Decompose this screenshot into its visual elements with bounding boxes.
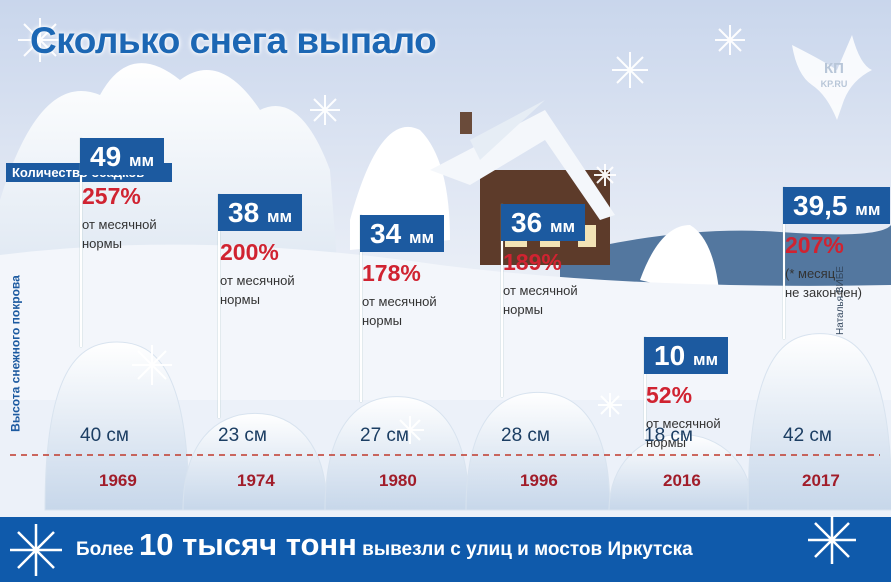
precip-unit: мм	[408, 227, 435, 247]
logo-text: КП	[824, 60, 844, 77]
bottom-highlight: 10 тысяч тонн	[139, 527, 357, 562]
precip-flag-1980: 34 мм	[360, 214, 445, 252]
snowflake-icon	[715, 25, 745, 55]
percent-note-1969: от месячной нормы	[82, 215, 157, 253]
percent-note-1974: от месячной нормы	[220, 271, 295, 309]
percent-note-line: от месячной	[646, 416, 721, 431]
precip-unit: мм	[549, 217, 576, 237]
precip-unit: мм	[692, 350, 719, 369]
precip-unit: мм	[855, 199, 881, 219]
percent-label-1980: 178%	[362, 259, 421, 286]
precip-value: 10	[654, 340, 693, 371]
snow-hill-1974	[182, 412, 328, 511]
percent-note-line: не закончен)	[785, 284, 862, 300]
precip-value: 38	[228, 197, 267, 229]
page-title: Сколько снега выпало	[30, 20, 437, 61]
flag-pole-1996	[501, 204, 503, 398]
precip-value: 34	[370, 217, 409, 249]
precip-unit: мм	[266, 207, 293, 227]
snowflake-icon	[310, 95, 340, 125]
snowflake-icon	[598, 393, 622, 417]
year-label-2017: 2017	[802, 471, 840, 490]
percent-note-1980: от месячной нормы	[362, 292, 437, 330]
percent-note-line: нормы	[362, 312, 402, 328]
snowflake-icon	[132, 345, 172, 385]
snow-value-2017: 42 см	[783, 425, 832, 446]
kp-bird-logo: КП KP.RU	[792, 35, 872, 120]
percent-label-1969: 257%	[82, 183, 141, 210]
percent-note-2016: от месячной нормы	[646, 414, 721, 452]
precip-flag-2016: 10 мм	[644, 337, 729, 374]
snow-height-axis-label: Высота снежного покрова	[8, 275, 23, 432]
precip-flag-2017: 39,5 мм	[783, 186, 891, 224]
snowflake-icon	[10, 524, 62, 576]
precip-value: 39,5	[793, 189, 856, 221]
snow-value-1974: 23 см	[218, 425, 267, 446]
percent-label-1996: 189%	[503, 249, 562, 276]
year-label-1996: 1996	[520, 471, 558, 490]
percent-note-line: (* месяц	[785, 265, 836, 281]
bottom-suffix: вывезли с улиц и мостов Иркутска	[362, 539, 693, 560]
flag-pole-1969	[80, 138, 82, 347]
logo-subtext: KP.RU	[821, 79, 848, 89]
snow-hill-2016	[608, 433, 754, 511]
snowy-tree-right	[640, 225, 720, 300]
snowflake-icon	[594, 164, 616, 186]
snow-value-1980: 27 см	[360, 425, 409, 446]
snowflake-icon	[396, 416, 424, 444]
year-label-2016: 2016	[663, 471, 701, 490]
flag-pole-2017	[783, 186, 785, 339]
percent-note-line: нормы	[220, 292, 260, 308]
snow-hill-2017	[747, 333, 891, 511]
flag-pole-2016	[644, 337, 646, 440]
snow-value-2016: 18 см	[644, 425, 693, 446]
flag-pole-1980	[360, 214, 362, 402]
percent-note-line: от месячной	[503, 283, 578, 299]
percent-label-1974: 200%	[220, 239, 279, 266]
percent-label-2016: 52%	[646, 382, 693, 408]
year-label-1974: 1974	[237, 471, 275, 490]
snow-hill-1980	[324, 396, 470, 511]
percent-note-line: нормы	[503, 302, 543, 318]
bottom-prefix: Более	[76, 539, 134, 560]
snow-value-1969: 40 см	[80, 425, 129, 446]
snowflake-icon	[18, 18, 62, 62]
precip-flag-1969: 49 мм	[80, 138, 165, 176]
percent-label-2017: 207%	[785, 231, 844, 258]
snowflake-icon	[808, 516, 856, 564]
precip-flag-1996: 36 мм	[501, 204, 586, 242]
percent-note-1996: от месячной нормы	[503, 281, 578, 319]
flag-pole-1974	[218, 194, 220, 419]
precip-flag-1974: 38 мм	[218, 194, 303, 232]
precip-unit: мм	[128, 151, 155, 171]
percent-note-line: от месячной	[82, 217, 157, 233]
year-label-1980: 1980	[379, 471, 417, 490]
percent-note-2017: (* месяц не закончен)	[785, 264, 862, 302]
year-label-1969: 1969	[99, 471, 137, 490]
snowflake-icon	[612, 52, 648, 88]
bottom-summary: Более 10 тысяч тонн вывезли с улиц и мос…	[76, 527, 693, 563]
percent-note-line: от месячной	[362, 293, 437, 309]
precip-value: 49	[90, 141, 129, 173]
percent-note-line: от месячной	[220, 273, 295, 289]
precip-value: 36	[511, 207, 550, 239]
snow-value-1996: 28 см	[501, 425, 550, 446]
bottom-banner	[0, 517, 891, 582]
percent-note-line: нормы	[82, 236, 122, 252]
percent-note-line: нормы	[646, 435, 686, 450]
